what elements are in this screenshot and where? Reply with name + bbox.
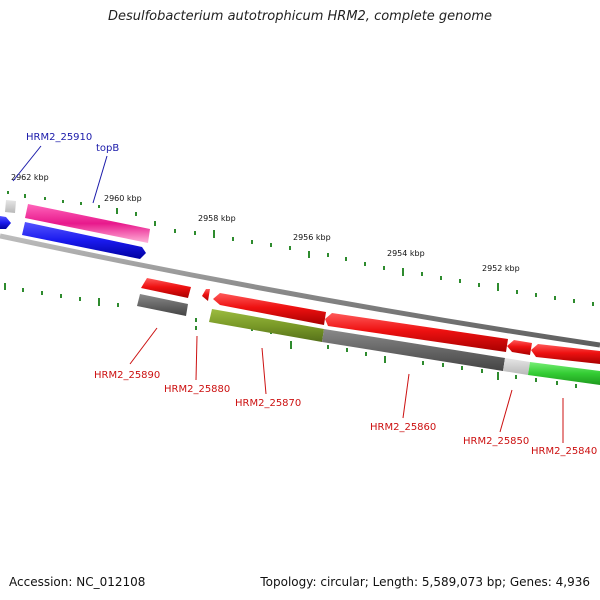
feature-hrm2-25850-gene[interactable]: [507, 340, 532, 355]
gene-label-hrm2-25880[interactable]: HRM2_25880: [164, 384, 230, 395]
feature-hrm2-25870-cds[interactable]: [209, 309, 324, 342]
feature-topb-gene[interactable]: [22, 222, 146, 259]
gene-label-hrm2-25870[interactable]: HRM2_25870: [235, 398, 301, 409]
accession-text: Accession: NC_012108: [9, 575, 146, 589]
feature-hrm2-25910-cds[interactable]: [5, 200, 16, 213]
feature-hrm2-25910-gene[interactable]: [0, 216, 11, 229]
genome-backbone: [0, 233, 600, 348]
outer-tick-ring: [7, 191, 594, 306]
feature-hrm2-25860-cds[interactable]: [322, 329, 505, 371]
scale-label-2956: 2956 kbp: [293, 233, 331, 242]
scale-label-2952: 2952 kbp: [482, 264, 520, 273]
gene-label-hrm2-25840[interactable]: HRM2_25840: [531, 446, 597, 457]
gene-label-hrm2-25910[interactable]: HRM2_25910: [26, 132, 92, 143]
gene-label-hrm2-25890[interactable]: HRM2_25890: [94, 370, 160, 381]
scale-label-2960: 2960 kbp: [104, 194, 142, 203]
feature-hrm2-25890-cds[interactable]: [137, 294, 188, 316]
scale-label-2958: 2958 kbp: [198, 214, 236, 223]
label-leader-lines: [12, 145, 564, 443]
gene-label-hrm2-25860[interactable]: HRM2_25860: [370, 422, 436, 433]
feature-topb-cds[interactable]: [25, 204, 150, 243]
feature-hrm2-25890-gene[interactable]: [141, 278, 191, 298]
feature-hrm2-25840-cds[interactable]: [528, 362, 600, 385]
gene-label-hrm2-25850[interactable]: HRM2_25850: [463, 436, 529, 447]
feature-hrm2-25850-cds[interactable]: [503, 358, 530, 375]
scale-label-2962: 2962 kbp: [11, 173, 49, 182]
feature-hrm2-25840-gene[interactable]: [531, 344, 600, 364]
feature-hrm2-25860-gene[interactable]: [325, 313, 508, 352]
feature-hrm2-25870-gene[interactable]: [213, 293, 326, 325]
gene-label-topb[interactable]: topB: [96, 143, 119, 154]
feature-hrm2-25880-gene[interactable]: [202, 289, 210, 301]
scale-label-2954: 2954 kbp: [387, 249, 425, 258]
map-title: Desulfobacterium autotrophicum HRM2, com…: [107, 9, 493, 24]
genome-summary-text: Topology: circular; Length: 5,589,073 bp…: [260, 575, 590, 589]
